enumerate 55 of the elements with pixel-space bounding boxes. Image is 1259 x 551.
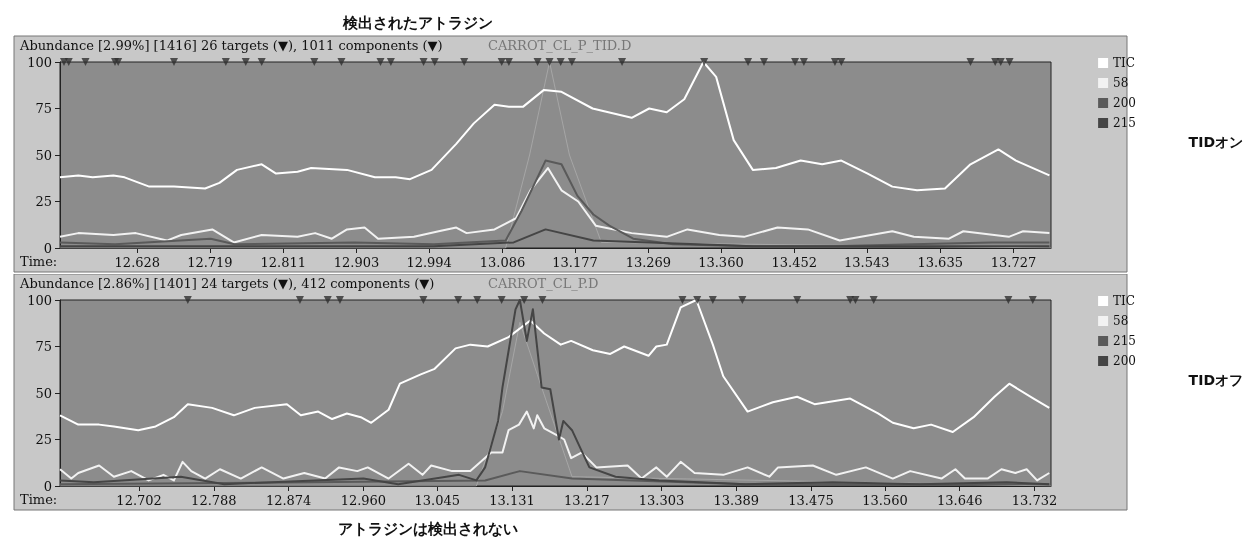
x-tick-label: 13.560 [862, 493, 908, 508]
x-tick-label: 13.086 [479, 255, 526, 270]
y-tick-label: 0 [43, 478, 52, 494]
x-tick-label: 13.543 [844, 255, 890, 270]
legend-label: TIC [1113, 294, 1136, 308]
x-tick-label: 12.903 [333, 255, 380, 270]
legend-label: 215 [1113, 334, 1136, 348]
legend-label: TIC [1113, 56, 1136, 70]
y-tick-label: 25 [35, 194, 52, 209]
legend-label: 58 [1113, 76, 1129, 90]
x-tick-label: 12.702 [116, 493, 162, 508]
x-tick-label: 13.217 [564, 493, 610, 508]
legend-label: 58 [1113, 314, 1129, 328]
text: CARROT_CL_P.D [488, 276, 599, 291]
x-tick-label: 13.452 [771, 255, 818, 270]
x-axis-title: Time: [20, 254, 58, 269]
x-tick-label: 13.177 [552, 255, 598, 270]
text: TIDオン [1188, 134, 1244, 150]
x-tick-label: 12.960 [340, 493, 387, 508]
y-tick-label: 50 [35, 385, 52, 401]
x-tick-label: 12.874 [265, 493, 312, 508]
y-tick-label: 100 [27, 292, 52, 308]
y-tick-label: 50 [35, 147, 52, 163]
x-tick-label: 12.811 [260, 255, 306, 270]
x-tick-label: 13.303 [638, 493, 685, 508]
line-series [59, 410, 1051, 482]
text: CARROT_CL_P_TID.D [488, 38, 632, 53]
x-tick-label: 12.788 [191, 493, 237, 508]
text: TIDオフ [1188, 372, 1244, 388]
x-tick-label: 13.475 [788, 493, 834, 508]
x-tick-label: 13.389 [713, 493, 760, 508]
x-tick-label: 12.994 [406, 255, 452, 270]
legend-label: 200 [1113, 96, 1136, 110]
legend-label: 200 [1113, 354, 1136, 368]
y-tick-label: 25 [35, 432, 52, 447]
x-tick-label: 13.727 [990, 255, 1037, 270]
legend-label: 215 [1113, 116, 1136, 130]
x-tick-label: 13.131 [489, 493, 535, 508]
chart-title: 検出されたアトラジン [342, 13, 493, 32]
x-axis-title: Time: [20, 492, 58, 507]
x-tick-label: 13.732 [1011, 493, 1058, 508]
y-tick-label: 75 [35, 101, 52, 116]
x-tick-label: 13.360 [698, 255, 744, 270]
text: アトラジンは検出されない [338, 519, 518, 538]
y-tick-label: 100 [27, 54, 52, 70]
x-tick-label: 13.269 [625, 255, 672, 270]
y-tick-label: 0 [43, 240, 52, 256]
x-tick-label: 13.045 [414, 493, 461, 508]
chart-subtitle: Abundance [2.99%] [1416] 26 targets (▼), 1011 components (▼) [19, 38, 443, 53]
x-tick-label: 13.646 [936, 493, 983, 508]
x-tick-label: 13.635 [917, 255, 963, 270]
x-tick-label: 12.628 [114, 255, 161, 270]
chart-subtitle: Abundance [2.86%] [1401] 24 targets (▼), 412 components (▼) [19, 276, 435, 291]
y-tick-label: 75 [35, 339, 52, 354]
x-tick-label: 12.719 [187, 255, 233, 270]
